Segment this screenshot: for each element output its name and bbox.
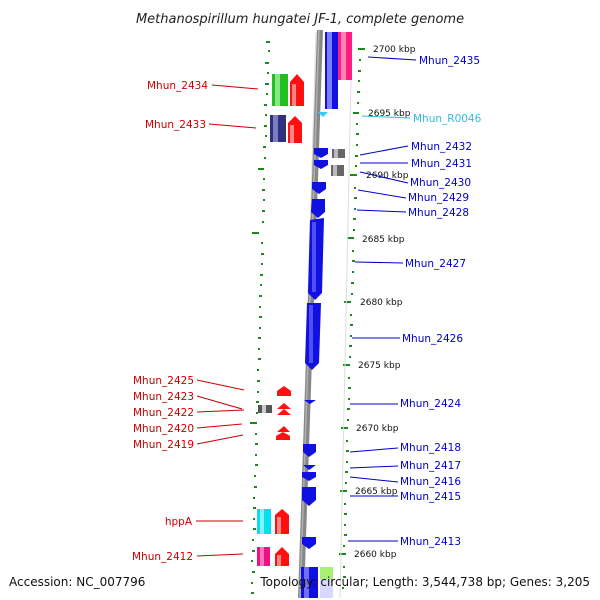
kbp-label: 2680 kbp (360, 298, 403, 308)
gene-label: Mhun_2423 (133, 391, 194, 403)
gene-label: Mhun_2415 (400, 491, 461, 503)
gene-label: Mhun_2426 (402, 333, 463, 345)
map-title: Methanospirillum hungatei JF-1, complete… (136, 12, 464, 27)
gene-mhun-2417 (303, 465, 316, 470)
gene-label: Mhun_2412 (132, 551, 193, 563)
forward-genes (301, 32, 352, 598)
gene-label: Mhun_2419 (133, 439, 194, 451)
kbp-label: 2695 kbp (368, 109, 411, 119)
kbp-scale: 2700 kbp 2695 kbp 2690 kbp 2685 kbp 2680… (354, 45, 416, 560)
accession-text: Accession: NC_007796 (9, 575, 145, 589)
gene-mhun-2419 (276, 432, 290, 440)
right-dotted-ring-fine (342, 59, 361, 589)
gene-label: Mhun_2422 (133, 407, 194, 419)
left-dotted-ring-fine (251, 50, 270, 584)
gene-mhun-2420 (277, 426, 290, 432)
kbp-label: 2665 kbp (355, 487, 398, 497)
gene-mhun-2428 (311, 199, 325, 218)
gene-bottom-green (320, 567, 333, 579)
right-dotted-ring (339, 48, 365, 578)
gene-label: Mhun_2435 (419, 55, 480, 67)
gene-label: Mhun_2430 (410, 177, 471, 189)
gene-mhun-2432 (314, 148, 328, 158)
gene-label: Mhun_2433 (145, 119, 206, 131)
gene-mhun-2423 (277, 403, 291, 409)
cyan-leader-line (361, 115, 411, 119)
gene-mhun-2418 (303, 444, 316, 457)
right-gene-labels: Mhun_2435 Mhun_R0046 Mhun_2432 Mhun_2431… (400, 55, 482, 548)
gene-mhun-r0046 (318, 112, 328, 117)
left-gene-labels: Mhun_2434 Mhun_2433 Mhun_2425 Mhun_2423 … (132, 80, 208, 563)
kbp-label: 2660 kbp (354, 550, 397, 560)
gene-label: Mhun_2431 (411, 158, 472, 170)
kbp-label: 2685 kbp (362, 235, 405, 245)
gene-mhun-2416 (302, 472, 316, 481)
gene-label: Mhun_R0046 (413, 113, 482, 125)
gene-mhun-2425 (277, 386, 291, 396)
gene-label: Mhun_2420 (133, 423, 194, 435)
gene-gray-2430 (331, 165, 344, 176)
kbp-label: 2700 kbp (373, 45, 416, 55)
left-dotted-ring (250, 41, 270, 594)
right-leader-lines (348, 56, 417, 542)
kbp-label: 2690 kbp (366, 171, 409, 181)
topology-text: Topology: circular; Length: 3,544,738 bp… (259, 575, 590, 589)
gene-label: Mhun_2416 (400, 476, 461, 488)
gene-label: Mhun_2417 (400, 460, 461, 472)
gene-label: Mhun_2432 (411, 141, 472, 153)
kbp-label: 2670 kbp (356, 424, 399, 434)
gene-label: Mhun_2418 (400, 442, 461, 454)
gene-label: Mhun_2413 (400, 536, 461, 548)
gene-gray-2432 (332, 149, 345, 158)
gene-mhun-2429 (312, 182, 326, 194)
gene-mhun-2422 (277, 409, 291, 415)
left-leader-lines (196, 84, 259, 557)
outer-ring-outline (339, 31, 353, 599)
gene-label: hppA (165, 516, 193, 528)
gene-label: Mhun_2427 (405, 258, 466, 270)
gene-label: Mhun_2428 (408, 207, 469, 219)
gene-mhun-2424 (304, 400, 316, 404)
gene-mhun-2415 (302, 487, 316, 506)
gene-mhun-2413 (302, 537, 316, 549)
gene-label: Mhun_2425 (133, 375, 194, 387)
reverse-genes (257, 74, 304, 566)
gene-mhun-2431 (314, 160, 328, 169)
gene-label: Mhun_2424 (400, 398, 461, 410)
kbp-label: 2675 kbp (358, 361, 401, 371)
gene-label: Mhun_2434 (147, 80, 208, 92)
gene-label: Mhun_2429 (408, 192, 469, 204)
